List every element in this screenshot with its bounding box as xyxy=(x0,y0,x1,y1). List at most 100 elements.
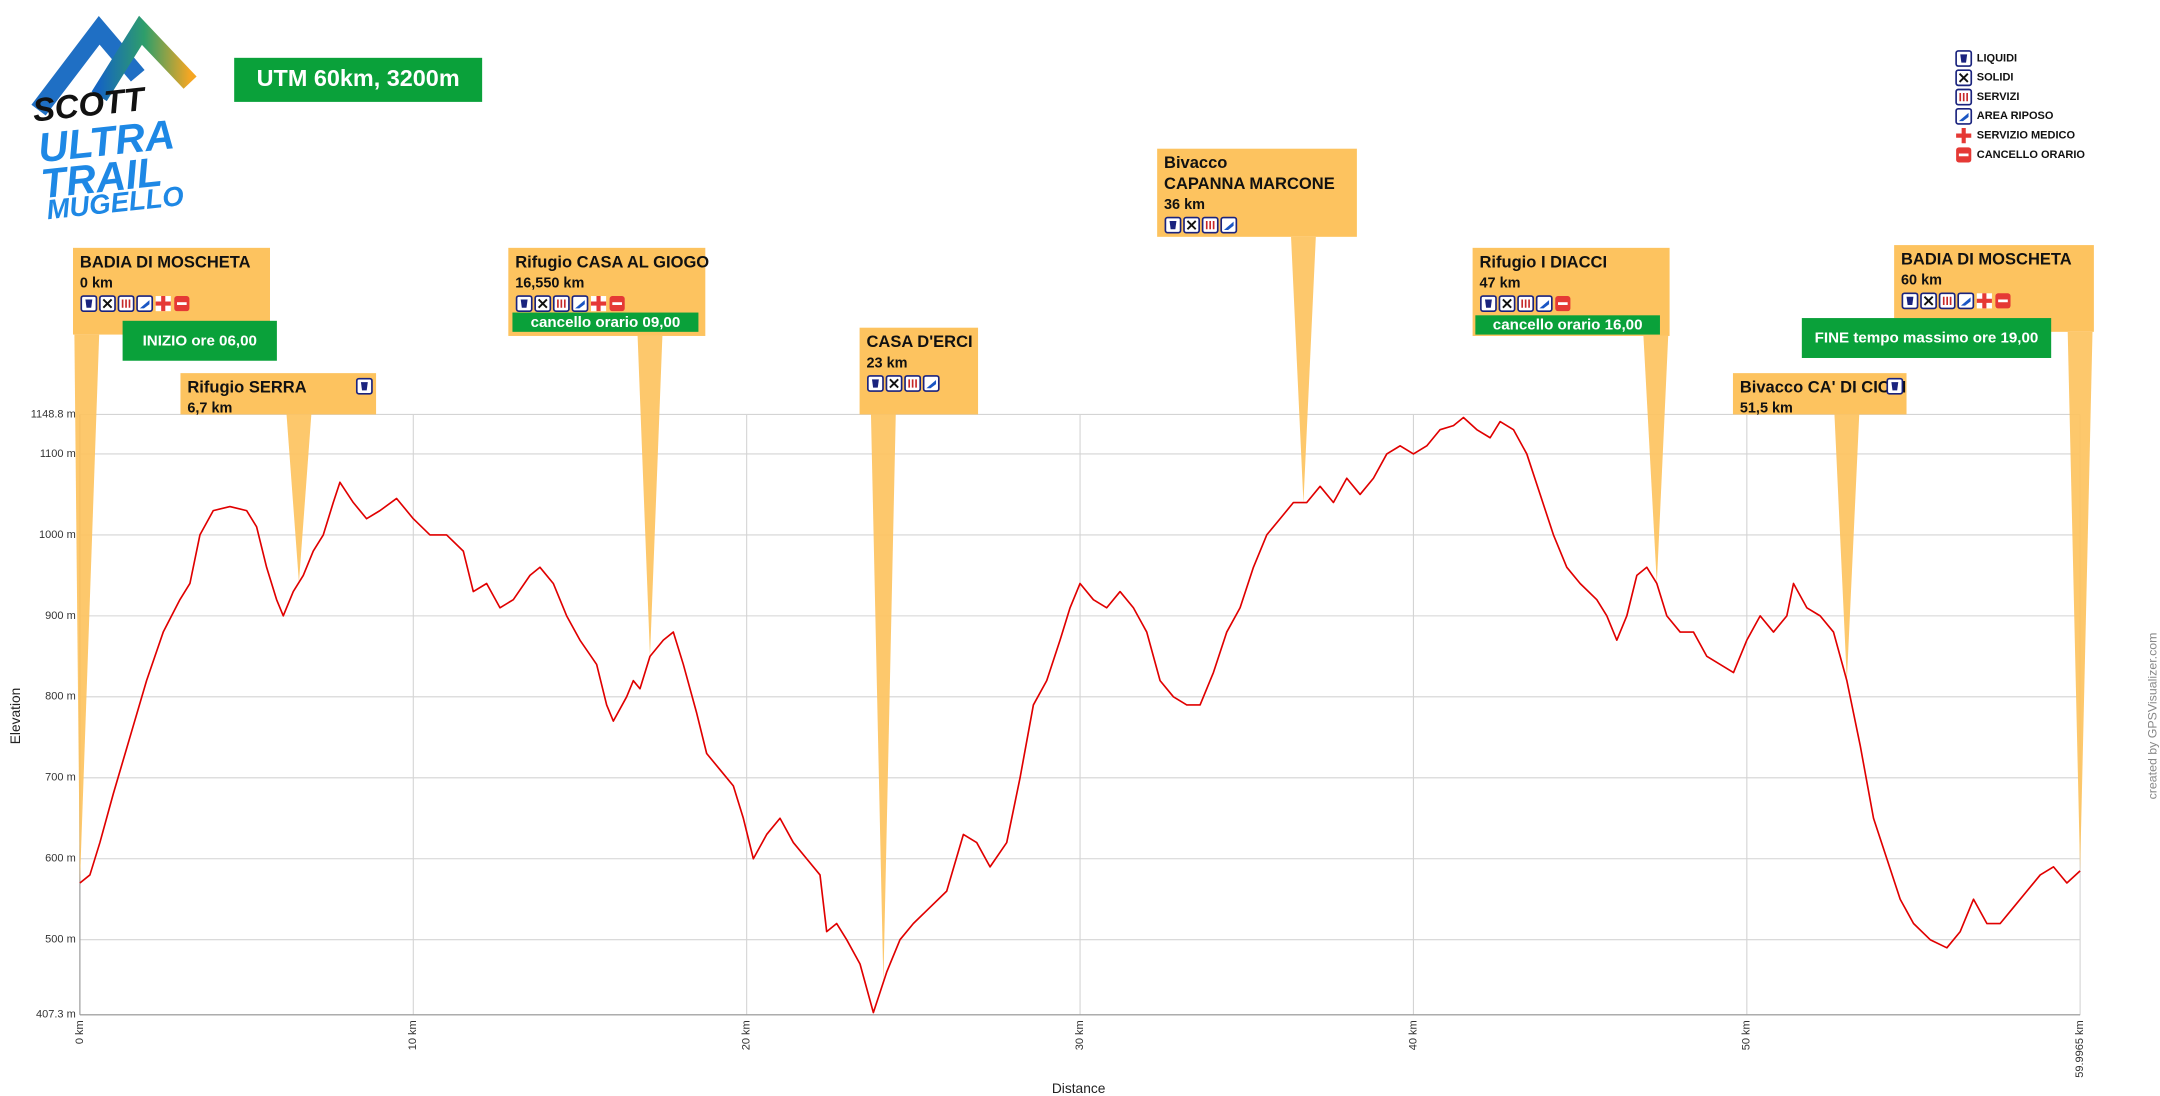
service-icon xyxy=(515,295,533,313)
service-icon xyxy=(1955,107,1973,125)
service-icon xyxy=(1555,296,1571,312)
service-icon xyxy=(867,375,884,392)
service-icon xyxy=(1920,292,1937,310)
icon-glyph xyxy=(908,379,917,388)
legend-label: CANCELLO ORARIO xyxy=(1977,149,2086,161)
icon-glyph xyxy=(1558,302,1568,305)
icon-frame xyxy=(1220,216,1238,234)
callout-pointer xyxy=(870,414,896,983)
service-icon xyxy=(155,296,171,312)
icon-glyph xyxy=(1521,299,1530,308)
service-icon xyxy=(1955,88,1973,106)
icon-frame xyxy=(922,375,940,392)
icon-glyph xyxy=(1960,54,1968,63)
callout-text: CAPANNA MARCONE xyxy=(1164,174,1335,193)
x-axis-label: Distance xyxy=(1052,1081,1106,1096)
service-icon xyxy=(1164,216,1182,234)
callout-pointer xyxy=(74,334,100,884)
icon-frame xyxy=(571,295,589,313)
callout-text: Rifugio SERRA xyxy=(187,378,306,397)
icon-glyph xyxy=(1923,296,1934,306)
credit: created by GPSVisualizer.com xyxy=(2145,633,2159,800)
callout-text: 36 km xyxy=(1164,197,1205,213)
callout-text: 0 km xyxy=(80,275,113,291)
y-tick-label: 1000 m xyxy=(39,529,76,541)
service-icon xyxy=(1976,293,1992,309)
service-icon xyxy=(1957,292,1975,310)
callout-text: 60 km xyxy=(1901,273,1942,289)
note-text: FINE tempo massimo ore 19,00 xyxy=(1815,330,2039,347)
icon-glyph xyxy=(85,299,93,308)
icon-glyph xyxy=(1906,296,1914,305)
icon-glyph xyxy=(1998,299,2008,303)
service-icon xyxy=(609,296,625,312)
callout-text: BADIA DI MOSCHETA xyxy=(80,252,251,271)
icon-glyph xyxy=(102,298,113,309)
service-icon xyxy=(1956,147,1972,163)
icon-glyph xyxy=(121,299,131,308)
note-box xyxy=(512,312,699,332)
service-icon xyxy=(355,377,373,395)
y-axis-label: Elevation xyxy=(8,688,23,745)
service-icon xyxy=(1535,295,1553,313)
callout-pointer xyxy=(286,414,312,583)
service-icon xyxy=(571,295,589,313)
service-icon xyxy=(117,295,135,313)
icon-glyph xyxy=(1502,298,1512,309)
note-box xyxy=(122,320,277,361)
icon-glyph xyxy=(1205,220,1215,230)
icon-glyph xyxy=(1959,92,1968,102)
callout-text: Rifugio CASA AL GIOGO xyxy=(515,252,709,271)
callout-pointer xyxy=(2067,331,2093,871)
legend-label: SERVIZI xyxy=(1977,91,2020,103)
callout-pointer xyxy=(1291,236,1316,503)
x-tick-label: 20 km xyxy=(741,1020,753,1050)
callout-pointer xyxy=(1643,335,1669,584)
service-icon xyxy=(552,295,570,313)
service-icon xyxy=(904,375,922,392)
callout-text: Bivacco xyxy=(1164,153,1227,172)
icon-glyph xyxy=(889,378,899,389)
icon-glyph xyxy=(1956,128,1972,144)
service-icon xyxy=(1480,295,1497,313)
icon-frame xyxy=(1535,295,1553,313)
service-icon xyxy=(885,375,903,392)
icon-frame xyxy=(1955,107,1973,125)
callout-box xyxy=(73,247,271,335)
service-icon xyxy=(1183,216,1200,234)
service-icon xyxy=(174,296,190,312)
callout-text: 6,7 km xyxy=(187,401,232,417)
service-icon xyxy=(1938,292,1956,310)
y-tick-label: 800 m xyxy=(45,691,76,703)
callout-text: CASA D'ERCI xyxy=(866,332,972,351)
service-icon xyxy=(1517,295,1535,313)
callout-box xyxy=(1894,245,2094,332)
title-box xyxy=(234,57,483,102)
x-tick-label: 50 km xyxy=(1741,1020,1753,1050)
service-icon xyxy=(136,295,154,313)
callout-pointer xyxy=(637,335,663,657)
service-icon xyxy=(1995,293,2011,309)
note-box xyxy=(1801,318,2052,358)
service-icon xyxy=(922,375,940,392)
y-tick-label: 900 m xyxy=(45,610,76,622)
note-text: cancello orario 09,00 xyxy=(531,314,681,331)
y-tick-label: 407.3 m xyxy=(36,1009,76,1021)
icon-glyph xyxy=(520,299,528,308)
note-text: INIZIO ore 06,00 xyxy=(143,332,257,349)
x-tick-label: 59.9965 km xyxy=(2074,1020,2086,1077)
service-icon xyxy=(1201,216,1219,234)
service-icon xyxy=(590,296,607,312)
callout-text: Rifugio I DIACCI xyxy=(1479,252,1607,271)
icon-glyph xyxy=(612,302,622,305)
callout-text: BADIA DI MOSCHETA xyxy=(1901,250,2072,269)
icon-glyph xyxy=(926,380,937,389)
service-icon xyxy=(1886,377,1904,395)
service-icon xyxy=(534,295,552,313)
icon-frame xyxy=(136,295,154,313)
x-tick-label: 40 km xyxy=(1407,1020,1419,1050)
callout-text: 47 km xyxy=(1479,275,1520,291)
logo-mountain xyxy=(91,15,197,102)
